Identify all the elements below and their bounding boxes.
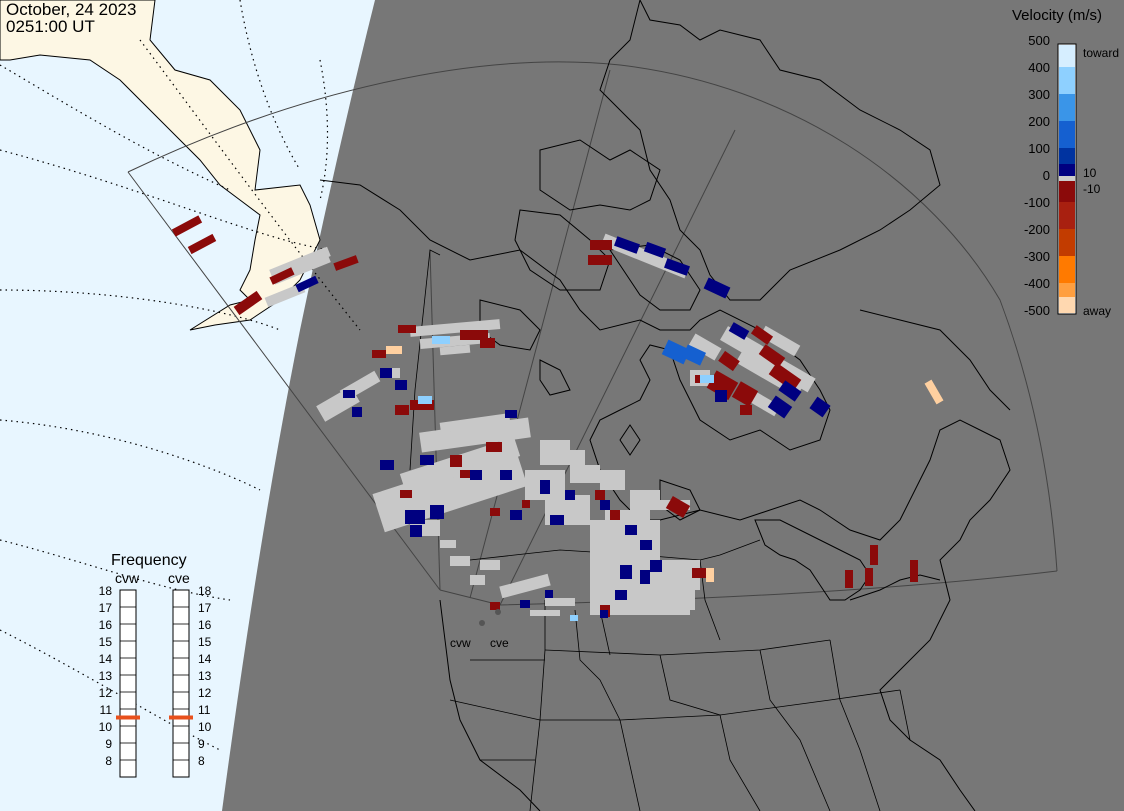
frequency-radar-label-cvw: cvw (115, 570, 140, 586)
frequency-scale-cve (172, 589, 190, 778)
frequency-scales: 18 17 16 15 14 13 12 11 10 9 8 18 17 16 15 14 13 12 11 10 9 8 (99, 584, 212, 778)
coastlines (319, 0, 1011, 811)
frequency-tick-cvw-14: 14 (99, 652, 113, 666)
colorbar-tick-400: 400 (1028, 60, 1050, 75)
date-label: October, 24 2023 (6, 0, 137, 19)
frequency-tick-cvw-8: 8 (105, 754, 112, 768)
frequency-tick-cvw-10: 10 (99, 720, 113, 734)
radar-site-cvw (479, 620, 485, 626)
frequency-tick-cvw-18: 18 (99, 584, 113, 598)
frequency-tick-cve-9: 9 (198, 737, 205, 751)
frequency-marker-cve (169, 715, 193, 720)
radar-label-cvw: cvw (450, 636, 471, 650)
scatter-toward-velocity (295, 236, 831, 618)
colorbar-tick-200: 200 (1028, 114, 1050, 129)
daylit-land-alaska (0, 0, 321, 331)
political-borders (409, 249, 911, 811)
colorbar-label-minus-10: -10 (1083, 182, 1101, 196)
frequency-tick-cvw-9: 9 (105, 737, 112, 751)
frequency-tick-cvw-15: 15 (99, 635, 113, 649)
graticule (0, 0, 361, 751)
scatter-cells (171, 215, 944, 621)
frequency-tick-cve-18: 18 (198, 584, 212, 598)
colorbar-tick-minus-500: -500 (1024, 303, 1050, 318)
colorbar-tick-minus-300: -300 (1024, 249, 1050, 264)
colorbar-label-toward: toward (1083, 46, 1119, 60)
time-label: 0251:00 UT (6, 17, 95, 36)
scatter-toward-fast (418, 336, 714, 621)
frequency-tick-cvw-17: 17 (99, 601, 113, 615)
frequency-tick-cve-17: 17 (198, 601, 212, 615)
frequency-tick-cve-13: 13 (198, 669, 212, 683)
frequency-tick-cve-12: 12 (198, 686, 212, 700)
radar-site-cve (495, 609, 501, 615)
colorbar-tick-minus-200: -200 (1024, 222, 1050, 237)
frequency-title: Frequency (111, 552, 187, 569)
colorbar-title: Velocity (m/s) (1012, 7, 1102, 24)
frequency-tick-cve-15: 15 (198, 635, 212, 649)
colorbar-tick-300: 300 (1028, 87, 1050, 102)
frequency-radar-label-cve: cve (168, 570, 190, 586)
scatter-away-fast (386, 346, 944, 582)
frequency-tick-cvw-11: 11 (100, 703, 113, 717)
frequency-tick-cvw-12: 12 (99, 686, 113, 700)
colorbar-label-plus-10: 10 (1083, 166, 1097, 180)
colorbar-tick-minus-400: -400 (1024, 276, 1050, 291)
night-region (222, 0, 1124, 811)
colorbar-tick-100: 100 (1028, 141, 1050, 156)
colorbar-tick-0: 0 (1043, 168, 1050, 183)
frequency-scale-cvw (119, 589, 137, 778)
frequency-tick-cve-10: 10 (198, 720, 212, 734)
scatter-away-velocity (171, 215, 918, 617)
scatter-toward-medium (661, 339, 707, 366)
frequency-tick-cve-16: 16 (198, 618, 212, 632)
frequency-marker-cvw (116, 715, 140, 720)
frequency-panel: Frequency cvw cve 1817161514131211109818… (99, 552, 212, 778)
radar-sites: cvw cve (450, 609, 509, 650)
colorbar-label-away: away (1083, 304, 1111, 318)
colorbar-tick-500: 500 (1028, 33, 1050, 48)
frequency-tick-cve-8: 8 (198, 754, 205, 768)
frequency-tick-cve-14: 14 (198, 652, 212, 666)
frequency-tick-cve-11: 11 (198, 703, 211, 717)
frequency-tick-cvw-16: 16 (99, 618, 113, 632)
velocity-colorbar: Velocity (m/s) 500 400 300 200 100 0 -10… (1012, 7, 1119, 318)
colorbar-tick-minus-100: -100 (1024, 195, 1050, 210)
frequency-tick-cvw-13: 13 (99, 669, 113, 683)
radar-label-cve: cve (490, 636, 509, 650)
